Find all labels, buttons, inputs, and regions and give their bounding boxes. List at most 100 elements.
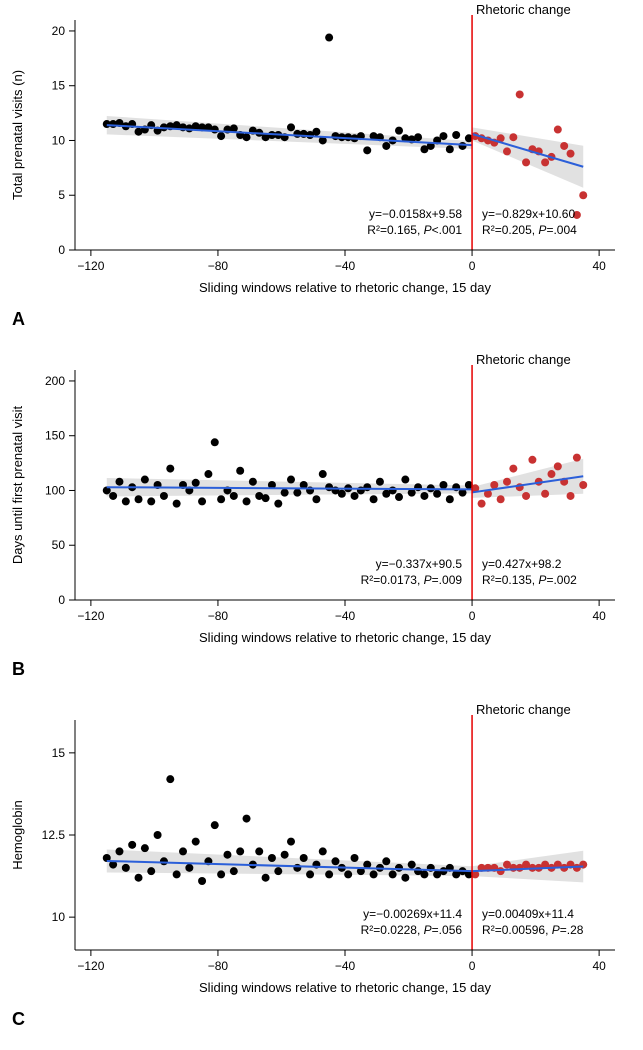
- data-point-pre: [401, 874, 409, 882]
- data-point-pre: [211, 438, 219, 446]
- data-point-pre: [166, 465, 174, 473]
- data-point-pre: [192, 479, 200, 487]
- data-point-pre: [147, 497, 155, 505]
- rhetoric-change-label: Rhetoric change: [476, 702, 571, 717]
- panel-b: −120−80−40040050100150200Sliding windows…: [0, 350, 643, 690]
- data-point-post: [567, 492, 575, 500]
- y-tick-label: 15: [52, 79, 66, 93]
- data-point-pre: [446, 145, 454, 153]
- data-point-pre: [338, 490, 346, 498]
- data-point-pre: [262, 874, 270, 882]
- data-point-pre: [122, 864, 130, 872]
- data-point-pre: [363, 483, 371, 491]
- equation-post-line1: y=−0.829x+10.60: [482, 207, 575, 221]
- data-point-pre: [370, 495, 378, 503]
- x-tick-label: −120: [77, 959, 104, 973]
- data-point-pre: [243, 133, 251, 141]
- data-point-pre: [236, 847, 244, 855]
- data-point-pre: [128, 841, 136, 849]
- equation-post-line1: y=0.427x+98.2: [482, 557, 562, 571]
- data-point-pre: [217, 870, 225, 878]
- data-point-pre: [122, 497, 130, 505]
- equation-pre-line1: y=−0.0158x+9.58: [369, 207, 462, 221]
- x-tick-label: −80: [208, 259, 229, 273]
- data-point-pre: [306, 870, 314, 878]
- panel-label: C: [12, 1009, 25, 1029]
- data-point-pre: [446, 495, 454, 503]
- x-tick-label: 0: [469, 609, 476, 623]
- data-point-pre: [325, 870, 333, 878]
- data-point-pre: [433, 490, 441, 498]
- data-point-post: [541, 490, 549, 498]
- data-point-pre: [287, 123, 295, 131]
- y-tick-label: 5: [58, 188, 65, 202]
- data-point-post: [522, 492, 530, 500]
- x-axis-label: Sliding windows relative to rhetoric cha…: [199, 280, 491, 295]
- x-tick-label: 40: [592, 259, 606, 273]
- data-point-pre: [249, 478, 257, 486]
- data-point-pre: [268, 854, 276, 862]
- x-axis-label: Sliding windows relative to rhetoric cha…: [199, 980, 491, 995]
- data-point-pre: [179, 847, 187, 855]
- x-tick-label: −40: [335, 259, 356, 273]
- data-point-pre: [173, 870, 181, 878]
- data-point-pre: [217, 132, 225, 140]
- data-point-pre: [198, 497, 206, 505]
- data-point-pre: [439, 132, 447, 140]
- data-point-post: [541, 158, 549, 166]
- x-tick-label: 0: [469, 959, 476, 973]
- y-axis-label: Days until first prenatal visit: [10, 406, 25, 565]
- data-point-pre: [420, 492, 428, 500]
- equation-pre-line2: R²=0.0173, P=.009: [361, 573, 463, 587]
- rhetoric-change-label: Rhetoric change: [476, 2, 571, 17]
- data-point-pre: [109, 492, 117, 500]
- data-point-pre: [141, 844, 149, 852]
- x-tick-label: −40: [335, 959, 356, 973]
- chart-a: −120−80−4004005101520Sliding windows rel…: [0, 0, 643, 340]
- data-point-pre: [300, 854, 308, 862]
- equation-pre-line1: y=−0.337x+90.5: [376, 557, 463, 571]
- panel-a: −120−80−4004005101520Sliding windows rel…: [0, 0, 643, 340]
- data-point-post: [503, 478, 511, 486]
- data-point-pre: [293, 864, 301, 872]
- data-point-pre: [274, 867, 282, 875]
- y-tick-label: 150: [45, 429, 65, 443]
- data-point-pre: [173, 500, 181, 508]
- y-tick-label: 20: [52, 24, 66, 38]
- chart-c: −120−80−400401012.515Sliding windows rel…: [0, 700, 643, 1040]
- data-point-post: [579, 191, 587, 199]
- data-point-pre: [331, 857, 339, 865]
- equation-post-line2: R²=0.00596, P=.28: [482, 923, 584, 937]
- data-point-pre: [351, 854, 359, 862]
- panel-c: −120−80−400401012.515Sliding windows rel…: [0, 700, 643, 1040]
- data-point-pre: [389, 870, 397, 878]
- data-point-pre: [382, 857, 390, 865]
- data-point-pre: [135, 874, 143, 882]
- equation-pre-line2: R²=0.0228, P=.056: [361, 923, 463, 937]
- data-point-pre: [243, 497, 251, 505]
- data-point-pre: [293, 489, 301, 497]
- data-point-pre: [420, 870, 428, 878]
- data-point-pre: [401, 476, 409, 484]
- data-point-pre: [211, 821, 219, 829]
- data-point-pre: [198, 877, 206, 885]
- data-point-post: [579, 481, 587, 489]
- data-point-pre: [281, 851, 289, 859]
- data-point-pre: [439, 481, 447, 489]
- data-point-post: [547, 470, 555, 478]
- data-point-pre: [185, 864, 193, 872]
- data-point-pre: [243, 815, 251, 823]
- data-point-post: [497, 867, 505, 875]
- data-point-pre: [204, 470, 212, 478]
- y-tick-label: 0: [58, 243, 65, 257]
- data-point-pre: [363, 146, 371, 154]
- data-point-pre: [262, 494, 270, 502]
- data-point-pre: [223, 851, 231, 859]
- equation-post-line2: R²=0.135, P=.002: [482, 573, 577, 587]
- ci-band-pre: [107, 116, 472, 149]
- ci-band-post: [472, 127, 583, 187]
- data-point-post: [509, 133, 517, 141]
- x-tick-label: 0: [469, 259, 476, 273]
- y-tick-label: 10: [52, 910, 66, 924]
- data-point-pre: [325, 34, 333, 42]
